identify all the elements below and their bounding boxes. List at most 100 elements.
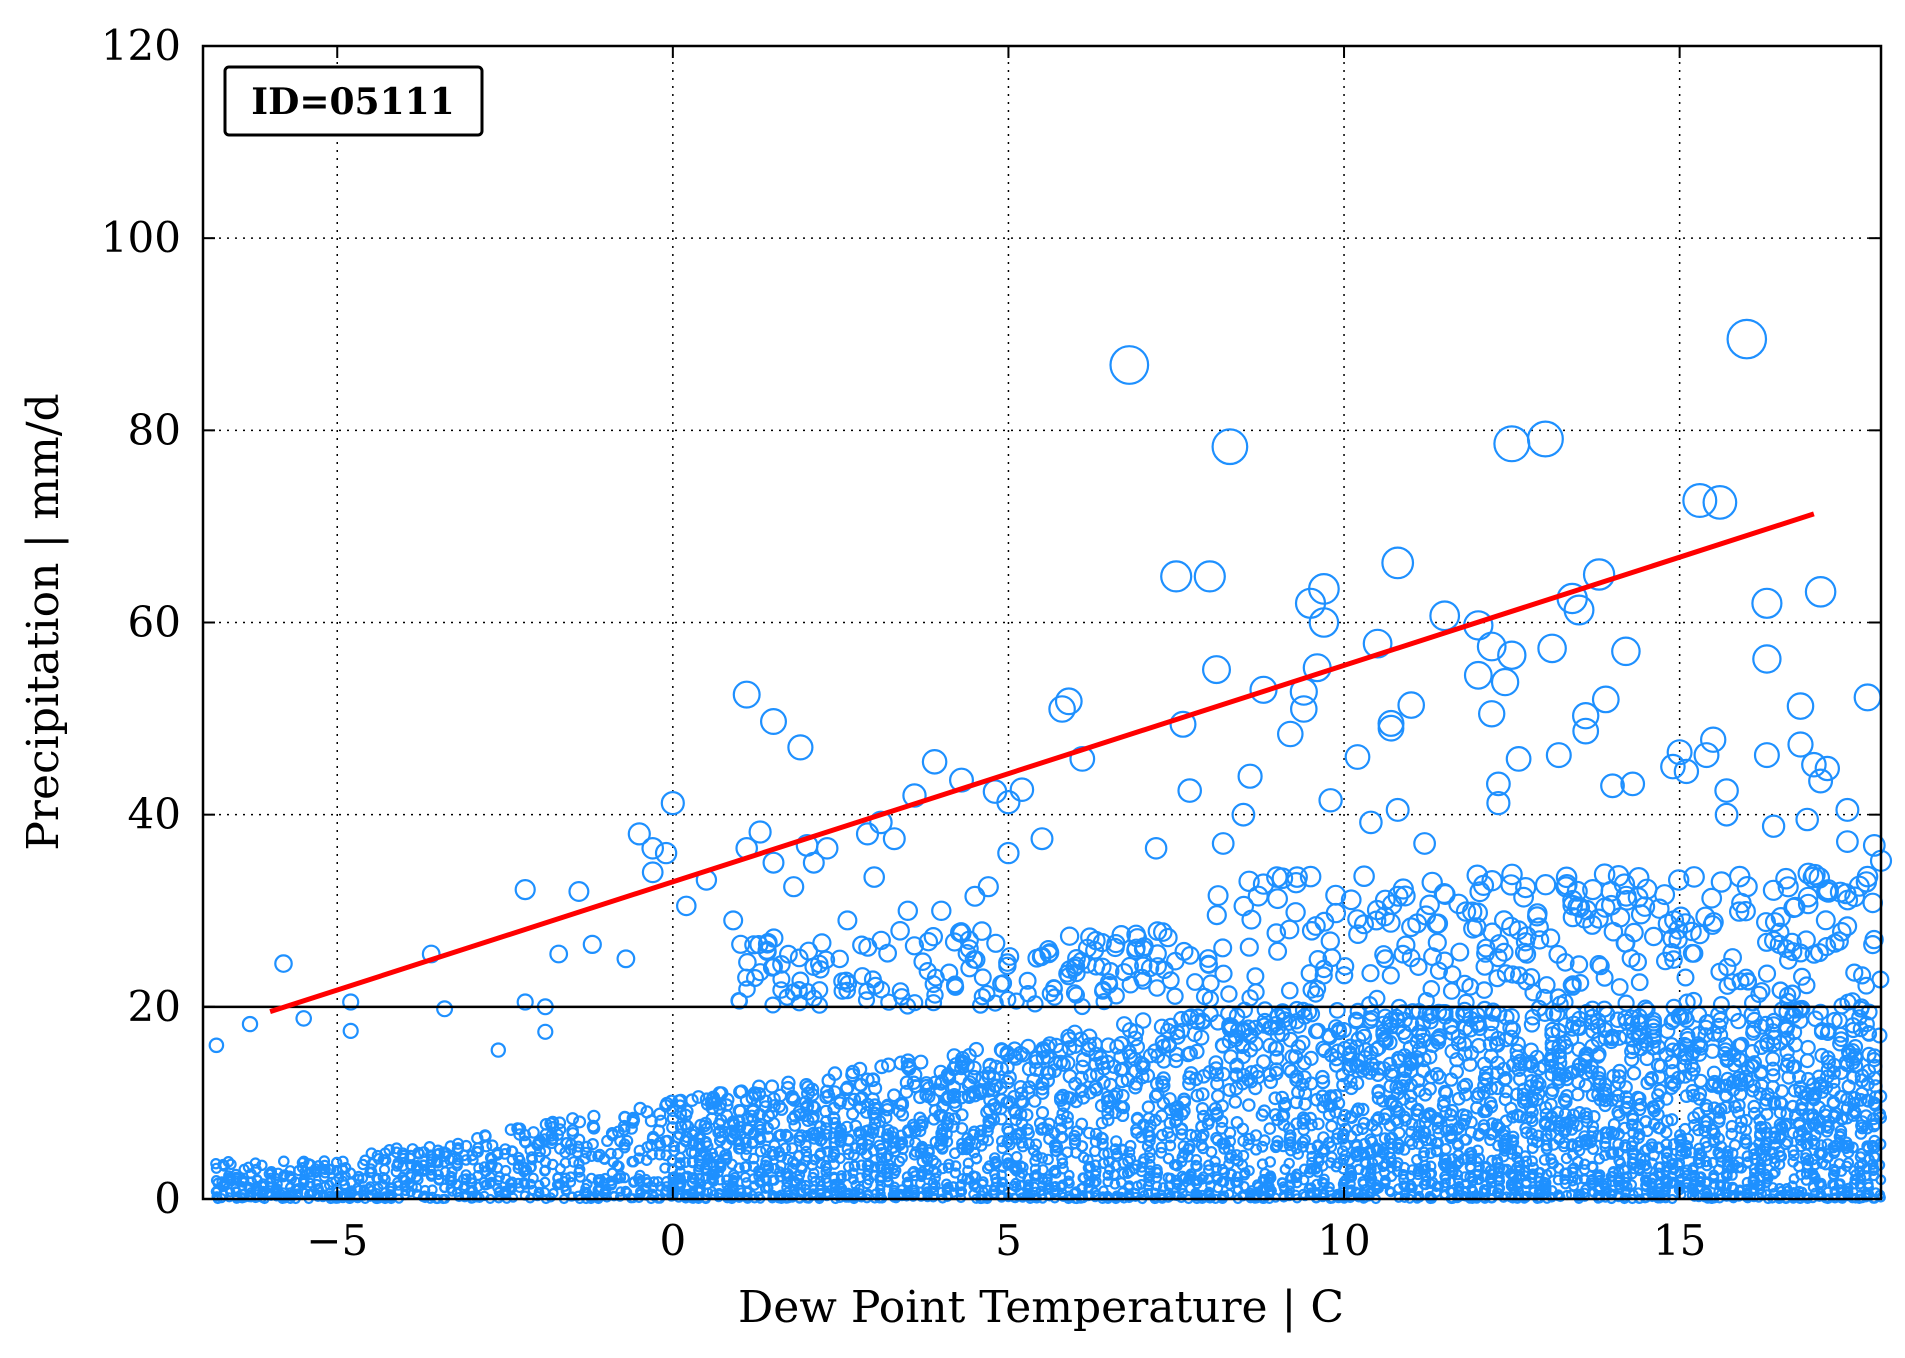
- data-point: [1471, 1144, 1484, 1157]
- data-point: [1148, 1089, 1163, 1104]
- data-point: [1777, 876, 1799, 898]
- data-point: [1177, 1092, 1191, 1107]
- data-point: [580, 1140, 593, 1153]
- data-point: [1484, 1133, 1497, 1147]
- data-point: [573, 1166, 585, 1178]
- y-axis-title: Precipitation | mm/d: [18, 393, 69, 850]
- data-point: [760, 1155, 772, 1168]
- data-point: [1751, 587, 1783, 619]
- data-point: [1236, 1122, 1250, 1136]
- data-point: [1626, 1065, 1642, 1081]
- data-point: [1835, 1112, 1849, 1126]
- data-point: [1155, 1146, 1168, 1159]
- data-point: [1829, 931, 1849, 951]
- data-point: [896, 1142, 909, 1155]
- data-point: [1417, 1150, 1430, 1163]
- data-point: [820, 1114, 834, 1128]
- data-point: [913, 1054, 929, 1070]
- data-point: [1296, 1008, 1313, 1025]
- data-point: [1325, 1119, 1338, 1133]
- data-point: [847, 1149, 860, 1161]
- data-point: [748, 820, 772, 844]
- data-point: [1053, 1093, 1068, 1107]
- data-point: [342, 993, 360, 1011]
- data-point: [1566, 1138, 1579, 1151]
- data-point: [926, 986, 944, 1004]
- data-point: [1572, 1155, 1584, 1168]
- data-point: [1162, 1152, 1175, 1165]
- data-point: [1271, 1139, 1284, 1152]
- data-point: [1300, 1003, 1318, 1021]
- data-point: [1120, 956, 1140, 976]
- data-point: [1458, 1077, 1474, 1093]
- data-point: [1816, 936, 1837, 957]
- data-point: [1222, 1082, 1237, 1097]
- data-point: [1563, 594, 1595, 626]
- data-point: [996, 1176, 1008, 1188]
- data-point: [988, 1101, 1003, 1116]
- data-point: [1860, 1003, 1878, 1021]
- data-point: [1625, 1118, 1639, 1132]
- data-point: [1503, 1008, 1520, 1025]
- data-point: [1530, 999, 1548, 1017]
- data-point: [1683, 866, 1705, 888]
- data-point: [1284, 1179, 1296, 1191]
- data-point: [788, 1119, 802, 1132]
- data-point: [1101, 961, 1120, 981]
- data-point: [1201, 655, 1231, 685]
- data-point: [1529, 917, 1549, 938]
- data-point: [1611, 636, 1641, 667]
- data-point: [1773, 1145, 1786, 1158]
- data-point: [946, 1089, 961, 1104]
- data-point: [1353, 865, 1375, 887]
- data-point: [1532, 1077, 1547, 1092]
- data-point: [1413, 1191, 1425, 1203]
- data-point: [828, 1171, 840, 1183]
- data-point: [949, 1167, 962, 1179]
- data-point: [1211, 428, 1249, 466]
- data-point: [1281, 981, 1299, 1000]
- data-point: [1069, 746, 1096, 772]
- data-point: [527, 1126, 540, 1139]
- data-point: [1812, 1003, 1829, 1021]
- data-point: [539, 1145, 552, 1158]
- data-point: [514, 878, 536, 901]
- data-point: [1813, 1023, 1831, 1041]
- data-point: [1438, 1152, 1451, 1165]
- data-point: [863, 866, 885, 888]
- data-point: [1225, 1168, 1237, 1180]
- data-point: [1556, 953, 1575, 972]
- data-point: [1242, 1098, 1256, 1112]
- data-point: [620, 1185, 631, 1197]
- data-point: [740, 1160, 753, 1173]
- data-point: [504, 1182, 516, 1194]
- data-point: [675, 895, 697, 917]
- data-point: [1379, 1176, 1391, 1188]
- data-point: [1398, 1143, 1411, 1156]
- data-point: [611, 1147, 624, 1160]
- data-point: [1758, 1121, 1772, 1134]
- data-point: [1290, 695, 1318, 723]
- data-point: [1641, 1124, 1654, 1138]
- data-point: [659, 1134, 672, 1148]
- data-point: [779, 1142, 792, 1155]
- data-point: [1701, 887, 1723, 909]
- data-point: [1248, 1080, 1263, 1096]
- data-point: [1728, 901, 1750, 922]
- data-point: [1151, 1163, 1163, 1176]
- data-point: [893, 1155, 906, 1168]
- data-point: [893, 1097, 908, 1111]
- data-point: [1451, 1091, 1466, 1106]
- data-point: [1437, 1084, 1452, 1099]
- data-point: [1673, 758, 1700, 785]
- data-point: [1090, 1176, 1102, 1187]
- y-tick-label: 20: [128, 982, 181, 1031]
- data-point: [1781, 1135, 1794, 1148]
- data-point: [1247, 983, 1265, 1001]
- data-point: [1027, 1144, 1040, 1157]
- data-point: [1612, 1069, 1627, 1084]
- data-point: [1042, 1117, 1056, 1131]
- data-point: [1778, 1119, 1792, 1133]
- data-point: [954, 1090, 969, 1105]
- data-point: [1189, 1043, 1205, 1060]
